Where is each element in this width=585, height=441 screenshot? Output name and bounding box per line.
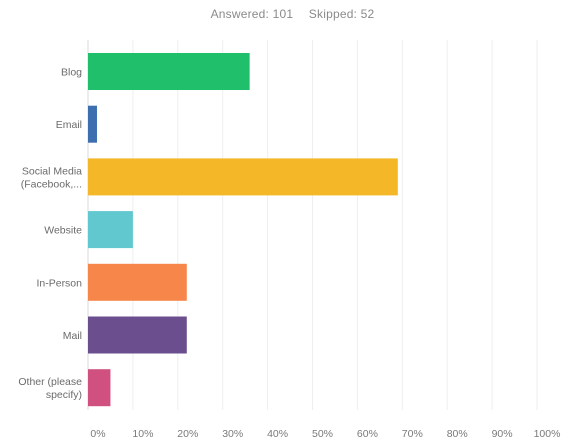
x-tick-label: 50%	[312, 428, 333, 440]
category-label-line: Social Media	[22, 165, 82, 177]
x-tick-label: 30%	[222, 428, 243, 440]
x-tick-label: 40%	[267, 428, 288, 440]
bar	[88, 369, 111, 407]
category-label: Other (please specify)	[18, 376, 82, 401]
category-label-line: Other (please	[18, 376, 82, 388]
category-label: Website	[44, 225, 82, 237]
category-label-line: specify)	[46, 389, 82, 401]
x-tick-label: 100%	[534, 428, 561, 440]
bar	[88, 263, 187, 301]
bar	[88, 158, 398, 196]
category-label-line: Website	[44, 225, 82, 237]
category-label-line: Blog	[61, 67, 82, 79]
category-label: Social Media (Facebook,...	[21, 165, 82, 190]
skipped-count: Skipped: 52	[308, 7, 375, 21]
x-tick-label: 70%	[402, 428, 423, 440]
category-label-line: Email	[56, 119, 82, 131]
x-tick-label: 0%	[90, 428, 105, 440]
category-label: Email	[56, 119, 82, 131]
category-label: Blog	[61, 67, 82, 79]
x-tick-label: 90%	[492, 428, 513, 440]
category-label: Mail	[63, 330, 82, 342]
x-tick-label: 80%	[447, 428, 468, 440]
response-summary: Answered: 101 Skipped: 52	[0, 7, 585, 21]
answered-count: Answered: 101	[210, 7, 294, 21]
category-label-line: (Facebook,...	[21, 178, 82, 190]
x-tick-label: 60%	[357, 428, 378, 440]
category-label-line: Mail	[63, 330, 82, 342]
x-tick-label: 10%	[132, 428, 153, 440]
bar	[88, 105, 97, 143]
category-label: In-Person	[36, 277, 82, 289]
x-tick-label: 20%	[177, 428, 198, 440]
category-label-line: In-Person	[36, 277, 82, 289]
bar	[88, 316, 187, 354]
bar	[88, 211, 133, 249]
bar	[88, 53, 250, 90]
